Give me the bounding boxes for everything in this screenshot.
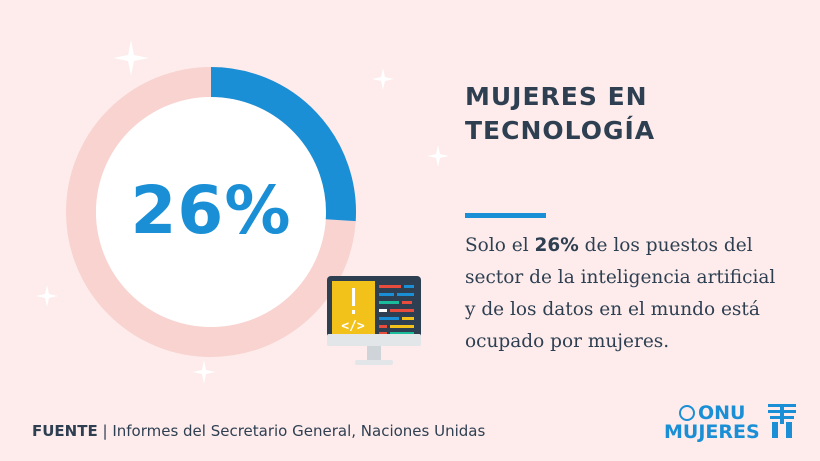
logo-line-2: MUJERES (664, 421, 760, 443)
sparkle-icon (36, 40, 449, 384)
svg-text:</>: </> (341, 319, 365, 334)
computer-code-icon: </> (327, 276, 421, 365)
source-label: FUENTE (32, 422, 98, 440)
source-footer: FUENTE | Informes del Secretario General… (32, 422, 485, 440)
body-text: Solo el 26% de los puestos del sector de… (465, 230, 785, 358)
page-title: MUJERES EN TECNOLOGÍA (465, 80, 655, 148)
title-line-1: MUJERES EN (465, 82, 648, 111)
equality-symbol-icon (768, 404, 796, 438)
logo-line-1: ONU (698, 402, 746, 424)
source-separator: | (97, 422, 113, 440)
donut-value-arc (210, 67, 356, 222)
percent-value: 26% (130, 172, 292, 249)
un-emblem-icon (679, 405, 695, 421)
body-highlight: 26% (534, 235, 579, 256)
donut-center (96, 97, 326, 327)
accent-divider (465, 213, 546, 218)
source-text: Informes del Secretario General, Nacione… (112, 422, 486, 440)
title-line-2: TECNOLOGÍA (465, 116, 656, 145)
body-prefix: Solo el (465, 235, 535, 256)
body-suffix: de los puestos del sector de la intelige… (465, 235, 776, 352)
